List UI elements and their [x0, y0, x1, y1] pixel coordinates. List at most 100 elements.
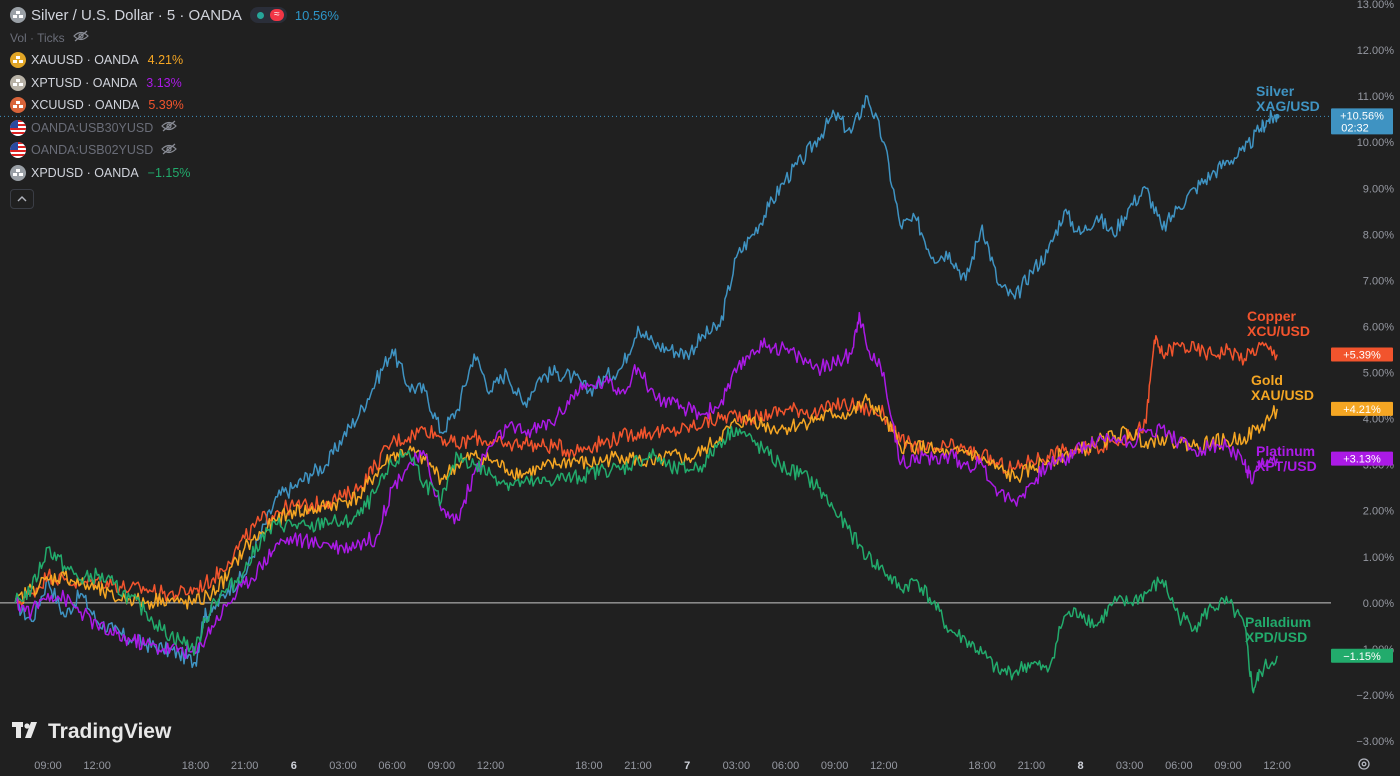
series-name-label: Gold: [1251, 372, 1283, 388]
x-tick-label: 12:00: [1263, 760, 1291, 772]
x-tick-label: 03:00: [1116, 760, 1144, 772]
x-tick-label: 21:00: [1018, 760, 1046, 772]
y-tick-label: 6.00%: [1363, 321, 1394, 333]
x-tick-label: 09:00: [821, 760, 849, 772]
y-tick-label: 11.00%: [1358, 91, 1395, 103]
eye-hidden-icon[interactable]: [161, 120, 178, 135]
last-value-badge: [1331, 401, 1393, 416]
series-symbol-label: XAU/USD: [1251, 387, 1314, 403]
x-tick-label: 8: [1077, 760, 1083, 772]
legend-change-value: 3.13%: [146, 75, 182, 90]
x-tick-label: 7: [684, 760, 690, 772]
y-tick-label: 7.00%: [1363, 275, 1394, 287]
eye-hidden-icon[interactable]: [72, 30, 89, 45]
y-tick-label: 0.00%: [1363, 598, 1394, 610]
last-value-text: +10.56%: [1340, 110, 1384, 122]
series-line-gold: [14, 393, 1278, 610]
settings-gear-icon[interactable]: [1357, 757, 1371, 771]
x-tick-label: 03:00: [723, 760, 751, 772]
series-symbol-label: XPT/USD: [1256, 458, 1317, 474]
volume-label: Vol · Ticks: [10, 30, 65, 45]
symbol-title: Silver / U.S. Dollar · 5 · OANDA: [31, 6, 242, 24]
last-value-badge: [1331, 648, 1393, 663]
y-tick-label: 1.00%: [1363, 552, 1394, 564]
collapse-legend-button[interactable]: [10, 189, 34, 209]
last-value-badge: [1331, 108, 1393, 135]
series-name-label: Silver: [1256, 83, 1295, 99]
series-symbol-label: XCU/USD: [1247, 323, 1310, 339]
series-line-copper: [14, 334, 1278, 607]
legend-symbol-label: XPDUSD · OANDA: [31, 165, 139, 180]
y-tick-label: 2.00%: [1363, 506, 1394, 518]
x-tick-label: 18:00: [575, 760, 603, 772]
palladium-bars-icon: [10, 164, 26, 181]
legend-symbol-label: OANDA:USB02YUSD: [31, 143, 154, 158]
y-tick-label: 4.00%: [1363, 414, 1394, 426]
legend-change-value: 5.39%: [148, 98, 184, 113]
x-tick-label: 09:00: [34, 760, 62, 772]
series-line-silver: [14, 95, 1278, 669]
y-tick-label: −3.00%: [1356, 736, 1394, 748]
y-tick-label: 12.00%: [1357, 45, 1395, 57]
legend-row[interactable]: XCUUSD · OANDA 5.39%: [10, 94, 339, 117]
legend-symbol-label: XCUUSD · OANDA: [31, 98, 140, 113]
x-tick-label: 21:00: [231, 760, 259, 772]
legend-row[interactable]: XPDUSD · OANDA −1.15%: [10, 162, 339, 185]
legend-row[interactable]: XAUUSD · OANDA 4.21%: [10, 49, 339, 72]
x-tick-label: 12:00: [477, 760, 505, 772]
last-value-text: +4.21%: [1343, 404, 1381, 416]
market-status-pill[interactable]: ≈: [249, 7, 287, 24]
y-tick-label: 5.00%: [1363, 368, 1394, 380]
series-symbol-label: XPD/USD: [1245, 629, 1307, 645]
y-tick-label: 13.00%: [1357, 0, 1395, 11]
x-tick-label: 06:00: [1165, 760, 1193, 772]
legend-row[interactable]: OANDA:USB30YUSD: [10, 117, 339, 140]
x-tick-label: 21:00: [624, 760, 652, 772]
legend-symbol-label: XPTUSD · OANDA: [31, 75, 138, 90]
eye-hidden-icon[interactable]: [161, 143, 178, 158]
logo-text: TradingView: [48, 720, 172, 743]
main-symbol-row[interactable]: Silver / U.S. Dollar · 5 · OANDA ≈ 10.56…: [10, 4, 339, 27]
data-delayed-icon: ≈: [269, 9, 284, 22]
us-flag-icon: [10, 119, 26, 136]
x-tick-label: 18:00: [182, 760, 210, 772]
legend-row[interactable]: XPTUSD · OANDA 3.13%: [10, 72, 339, 95]
x-tick-label: 06:00: [378, 760, 406, 772]
main-change-value: 10.56%: [294, 7, 339, 23]
series-line-palladium: [14, 425, 1278, 694]
x-tick-label: 12:00: [83, 760, 111, 772]
series-name-label: Platinum: [1256, 443, 1315, 459]
copper-bars-icon: [10, 97, 26, 114]
platinum-bars-icon: [10, 74, 26, 91]
silver-last-point: [1274, 113, 1280, 119]
last-value-text: +3.13%: [1343, 454, 1381, 466]
series-name-label: Palladium: [1245, 614, 1311, 630]
legend-change-value: −1.15%: [147, 165, 191, 180]
last-value-text: −1.15%: [1343, 651, 1381, 663]
tv-logo-icon: [12, 721, 42, 744]
last-value-badge: [1331, 347, 1393, 362]
y-tick-label: 8.00%: [1363, 229, 1394, 241]
legend-symbol-label: OANDA:USB30YUSD: [31, 120, 154, 135]
x-tick-label: 6: [291, 760, 297, 772]
silver-bars-icon: [10, 7, 26, 24]
last-value-badge: [1331, 451, 1393, 466]
chart-legend: Silver / U.S. Dollar · 5 · OANDA ≈ 10.56…: [10, 4, 339, 210]
y-tick-label: 9.00%: [1363, 183, 1394, 195]
series-line-platinum: [14, 311, 1278, 660]
x-tick-label: 03:00: [329, 760, 357, 772]
legend-change-value: 4.21%: [147, 53, 184, 68]
market-open-dot: [256, 11, 264, 19]
legend-symbol-label: XAUUSD · OANDA: [31, 53, 139, 68]
legend-row[interactable]: OANDA:USB02YUSD: [10, 139, 339, 162]
x-tick-label: 18:00: [968, 760, 996, 772]
x-tick-label: 12:00: [870, 760, 898, 772]
tradingview-logo[interactable]: TradingView: [12, 720, 171, 744]
volume-row[interactable]: Vol · Ticks: [10, 27, 339, 50]
countdown-text: 02:32: [1341, 122, 1369, 134]
series-symbol-label: XAG/USD: [1256, 98, 1320, 114]
chevron-up-icon: [17, 196, 27, 202]
series-name-label: Copper: [1247, 308, 1297, 324]
y-tick-label: −2.00%: [1356, 690, 1394, 702]
